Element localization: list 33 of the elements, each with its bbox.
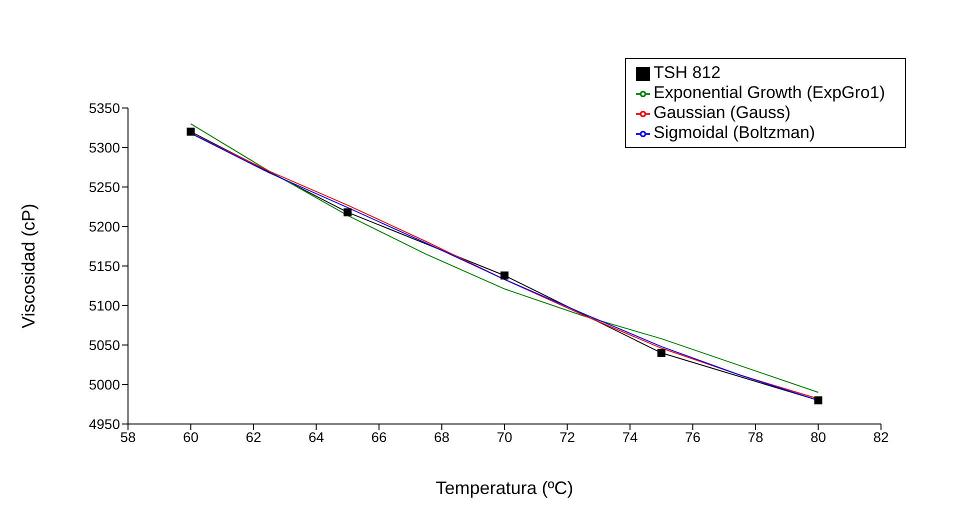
point — [186, 128, 195, 136]
x-tick-label: 76 — [684, 428, 701, 445]
x-tick-label: 82 — [873, 428, 889, 445]
point — [814, 396, 822, 404]
x-tick-label: 68 — [434, 428, 450, 445]
legend-label: Sigmoidal (Boltzman) — [654, 123, 816, 142]
point — [344, 208, 352, 216]
y-tick-label: 5300 — [88, 139, 120, 156]
x-tick-label: 78 — [748, 428, 764, 445]
legend-label: Exponential Growth (ExpGro1) — [654, 83, 885, 102]
legend-label: TSH 812 — [654, 63, 721, 82]
y-tick-label: 5100 — [88, 297, 120, 314]
point — [500, 271, 508, 280]
x-axis-title: Temperatura (ºC) — [436, 478, 574, 498]
y-axis-title: Viscosidad (cP) — [18, 204, 38, 328]
x-tick-label: 62 — [246, 428, 262, 445]
point — [657, 348, 666, 357]
x-tick-label: 66 — [371, 428, 387, 445]
y-tick-label: 5000 — [88, 376, 120, 392]
y-tick-label: 5150 — [88, 258, 120, 274]
x-tick-label: 72 — [559, 428, 576, 445]
x-tick-label: 60 — [182, 428, 199, 445]
x-tick-label: 74 — [622, 428, 638, 445]
x-tick-label: 80 — [810, 428, 826, 445]
x-tick-label: 58 — [120, 428, 136, 445]
y-tick-label: 5350 — [88, 100, 120, 116]
y-tick-label: 4950 — [88, 416, 120, 432]
y-tick-label: 5050 — [88, 336, 120, 353]
x-tick-label: 70 — [496, 428, 512, 445]
y-tick-label: 5200 — [88, 218, 120, 234]
x-tick-label: 64 — [308, 428, 324, 445]
legend-label: Gaussian (Gauss) — [654, 103, 790, 122]
y-tick-label: 5250 — [88, 178, 120, 195]
